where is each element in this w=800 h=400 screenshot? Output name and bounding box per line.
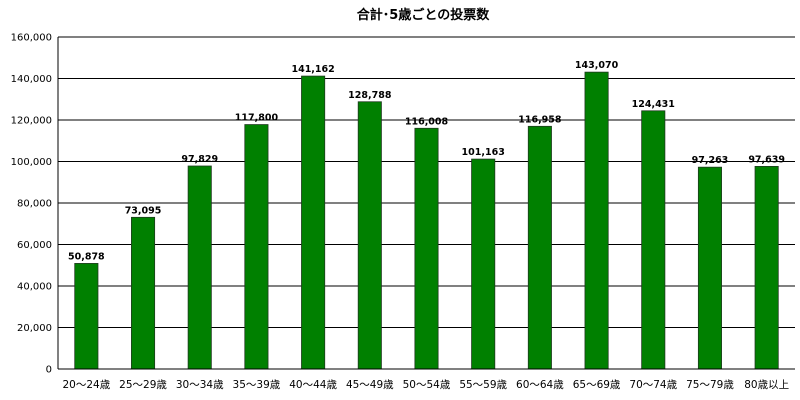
y-tick-label: 160,000 [11,33,52,44]
x-category-label: 55～59歳 [459,379,507,391]
bar-value-label: 116,958 [518,114,562,125]
x-category-label: 75～79歳 [686,379,734,391]
x-category-label: 65～69歳 [573,379,621,391]
y-tick-label: 60,000 [17,240,52,251]
bar-value-label: 97,263 [692,155,729,166]
bar-value-label: 128,788 [348,90,392,101]
x-category-label: 30～34歳 [176,379,224,391]
bar [527,125,552,370]
x-category-label: 40～44歳 [289,379,337,391]
x-category-label: 45～49歳 [346,379,394,391]
bar [414,127,439,370]
y-tick-label: 120,000 [11,116,52,127]
bar [131,216,156,370]
bar [754,165,779,370]
y-tick-label: 100,000 [11,157,52,168]
x-category-label: 25～29歳 [119,379,167,391]
bar [471,158,496,370]
y-tick-label: 80,000 [17,199,52,210]
bar-value-label: 143,070 [575,60,619,71]
x-category-label: 20～24歳 [62,379,110,391]
bar-value-label: 124,431 [632,99,675,110]
bar-value-label: 50,878 [68,251,105,262]
x-axis-category-labels: 20～24歳 25～29歳 30～34歳 35～39歳 40～44歳 45～49歳 50～5… [62,379,789,391]
data-labels: 50,878 73,095 97,829 117,800 141,162 128,788 1… [68,60,785,262]
x-category-label: 60～64歳 [516,379,564,391]
x-category-label: 80歳以上 [744,379,789,391]
bar [357,101,382,370]
bar [244,124,269,370]
x-category-label: 50～54歳 [403,379,451,391]
x-category-label: 70～74歳 [629,379,677,391]
y-tick-label: 140,000 [11,74,52,85]
y-axis-tick-labels: 0 20,000 40,000 60,000 80,000 100,000 120,000 1… [11,33,52,376]
bar [584,71,609,370]
y-tick-label: 20,000 [17,323,52,334]
bar-value-label: 141,162 [291,64,334,75]
bar-value-label: 117,800 [235,113,279,124]
bar [697,166,722,370]
bar [641,110,666,370]
bar-value-label: 97,829 [181,154,218,165]
bar [187,165,212,370]
y-tick-label: 40,000 [17,282,52,293]
y-tick-label: 0 [46,365,52,376]
bar [74,263,99,370]
bar-value-label: 101,163 [462,147,505,158]
bar-value-label: 116,008 [405,116,449,127]
bar-value-label: 97,639 [748,154,785,165]
bar [301,75,326,370]
x-category-label: 35～39歳 [233,379,281,391]
bar-value-label: 73,095 [125,205,162,216]
chart-title: 合計･5歳ごとの投票数 [357,7,490,23]
